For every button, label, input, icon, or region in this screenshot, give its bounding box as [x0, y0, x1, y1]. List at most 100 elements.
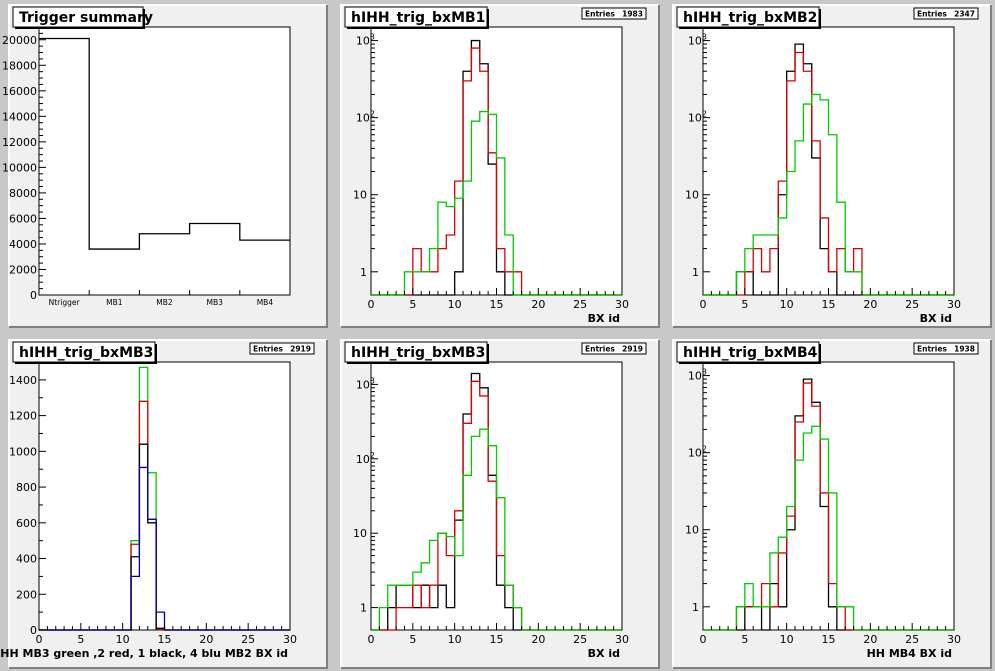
chart-title-shadow	[155, 344, 157, 364]
y-tick-label: 8000	[9, 187, 37, 200]
y-tick-label: 6000	[9, 212, 37, 225]
x-tick-label: MB4	[257, 298, 274, 307]
y-tick-label: 1	[360, 266, 367, 279]
x-tick-label: 20	[531, 633, 545, 646]
pad-border	[340, 4, 659, 327]
pad-1: Ntrigger MB1 MB2 MB3 MB4 0 2000 4000 6000 8000 100…	[2, 4, 328, 328]
chart-title-shadow	[15, 27, 145, 29]
x-tick-label: 5	[409, 298, 416, 311]
x-tick-label: 20	[863, 633, 877, 646]
x-axis-title: HH MB3 green ,2 red, 1 black, 4 blu MB2 …	[0, 647, 288, 660]
chart-title-shadow	[487, 9, 489, 29]
stats-value: 1938	[954, 345, 975, 354]
x-axis-title: BX id	[920, 312, 952, 325]
x-tick-label: 30	[947, 633, 961, 646]
x-tick-label: MB3	[207, 298, 224, 307]
stats-label: Entries	[585, 10, 615, 19]
x-axis-title: BX id	[588, 647, 620, 660]
x-tick-label: 15	[490, 633, 504, 646]
x-tick-label: 30	[947, 298, 961, 311]
y-tick-label: 10	[685, 189, 699, 202]
pad-4: 0 5 10 15 20 25 30 0 200 400 600 800 1000 1200 1400 HH …	[0, 339, 328, 669]
x-tick-label: 5	[741, 298, 748, 311]
pad-border	[672, 339, 991, 668]
x-tick-label: 0	[700, 298, 707, 311]
x-axis-title: HH MB4 BX id	[867, 647, 952, 660]
stats-box	[913, 7, 979, 20]
pad-border	[673, 340, 992, 669]
y-tick-label: 1	[692, 266, 699, 279]
x-tick-label: 5	[409, 633, 416, 646]
stats-box	[581, 7, 647, 20]
y-tick-label: 1400	[9, 374, 37, 387]
y-tick-label: 1000	[9, 445, 37, 458]
x-axis-title: BX id	[588, 312, 620, 325]
chart-title-shadow	[679, 27, 821, 29]
chart-title-shadow	[679, 362, 821, 364]
pad-border	[340, 339, 659, 668]
x-tick-label: MB1	[106, 298, 123, 307]
y-tick-label: 18000	[2, 59, 37, 72]
stats-label: Entries	[585, 345, 615, 354]
stats-label: Entries	[917, 345, 947, 354]
y-tick-label: 10	[353, 527, 367, 540]
x-tick-label: 25	[905, 633, 919, 646]
y-tick-label: 2000	[9, 263, 37, 276]
stats-box	[913, 342, 979, 355]
series-green	[371, 428, 622, 631]
chart-title: Trigger summary	[19, 10, 153, 26]
plot-frame	[38, 26, 291, 296]
x-tick-label: Ntrigger	[49, 298, 81, 307]
pad-border	[8, 4, 327, 327]
y-tick-label: 10	[353, 189, 367, 202]
y-tick-label: 16000	[2, 85, 37, 98]
chart-title-shadow	[819, 344, 821, 364]
x-tick-label: 0	[700, 633, 707, 646]
plot-frame	[38, 361, 291, 631]
x-tick-label: 25	[573, 633, 587, 646]
x-tick-label: 25	[241, 633, 255, 646]
trigger-summary-bars	[39, 37, 290, 250]
y-tick-label: 10	[685, 524, 699, 537]
y-tick-label: 14000	[2, 110, 37, 123]
stats-box	[249, 342, 315, 355]
x-tick-label: 15	[158, 633, 172, 646]
series-blue	[39, 466, 290, 631]
x-tick-label: 20	[199, 633, 213, 646]
y-tick-label: 1	[360, 602, 367, 615]
y-tick-label: 400	[16, 553, 37, 566]
pad-border	[673, 5, 992, 328]
y-tick-label: 10000	[2, 161, 37, 174]
y-tick-label: 800	[16, 481, 37, 494]
y-tick-label: 200	[16, 588, 37, 601]
x-tick-label: 0	[36, 633, 43, 646]
x-tick-label: 10	[780, 298, 794, 311]
pad-border	[9, 5, 328, 328]
pad-border	[672, 4, 991, 327]
stats-value: 2919	[290, 345, 311, 354]
stats-value: 2347	[954, 10, 975, 19]
stats-value: 1983	[622, 10, 643, 19]
pad-border	[341, 340, 660, 669]
chart-title: hIHH_trig_bxMB2	[683, 10, 817, 26]
pad-border	[9, 340, 328, 669]
pad-border	[341, 5, 660, 328]
series-green	[703, 425, 954, 631]
y-tick-label: 4000	[9, 238, 37, 251]
chart-title-shadow	[15, 362, 157, 364]
chart-title: hIHH_trig_bxMB3	[19, 345, 153, 361]
x-tick-label: 20	[863, 298, 877, 311]
x-tick-label: 10	[448, 633, 462, 646]
stats-label: Entries	[253, 345, 283, 354]
y-tick-label: 0	[30, 289, 37, 302]
y-tick-label: 1200	[9, 410, 37, 423]
chart-title-shadow	[143, 9, 145, 29]
chart-title-shadow	[347, 362, 489, 364]
x-tick-label: 15	[490, 298, 504, 311]
chart-title-shadow	[819, 9, 821, 29]
x-tick-label: 0	[368, 633, 375, 646]
